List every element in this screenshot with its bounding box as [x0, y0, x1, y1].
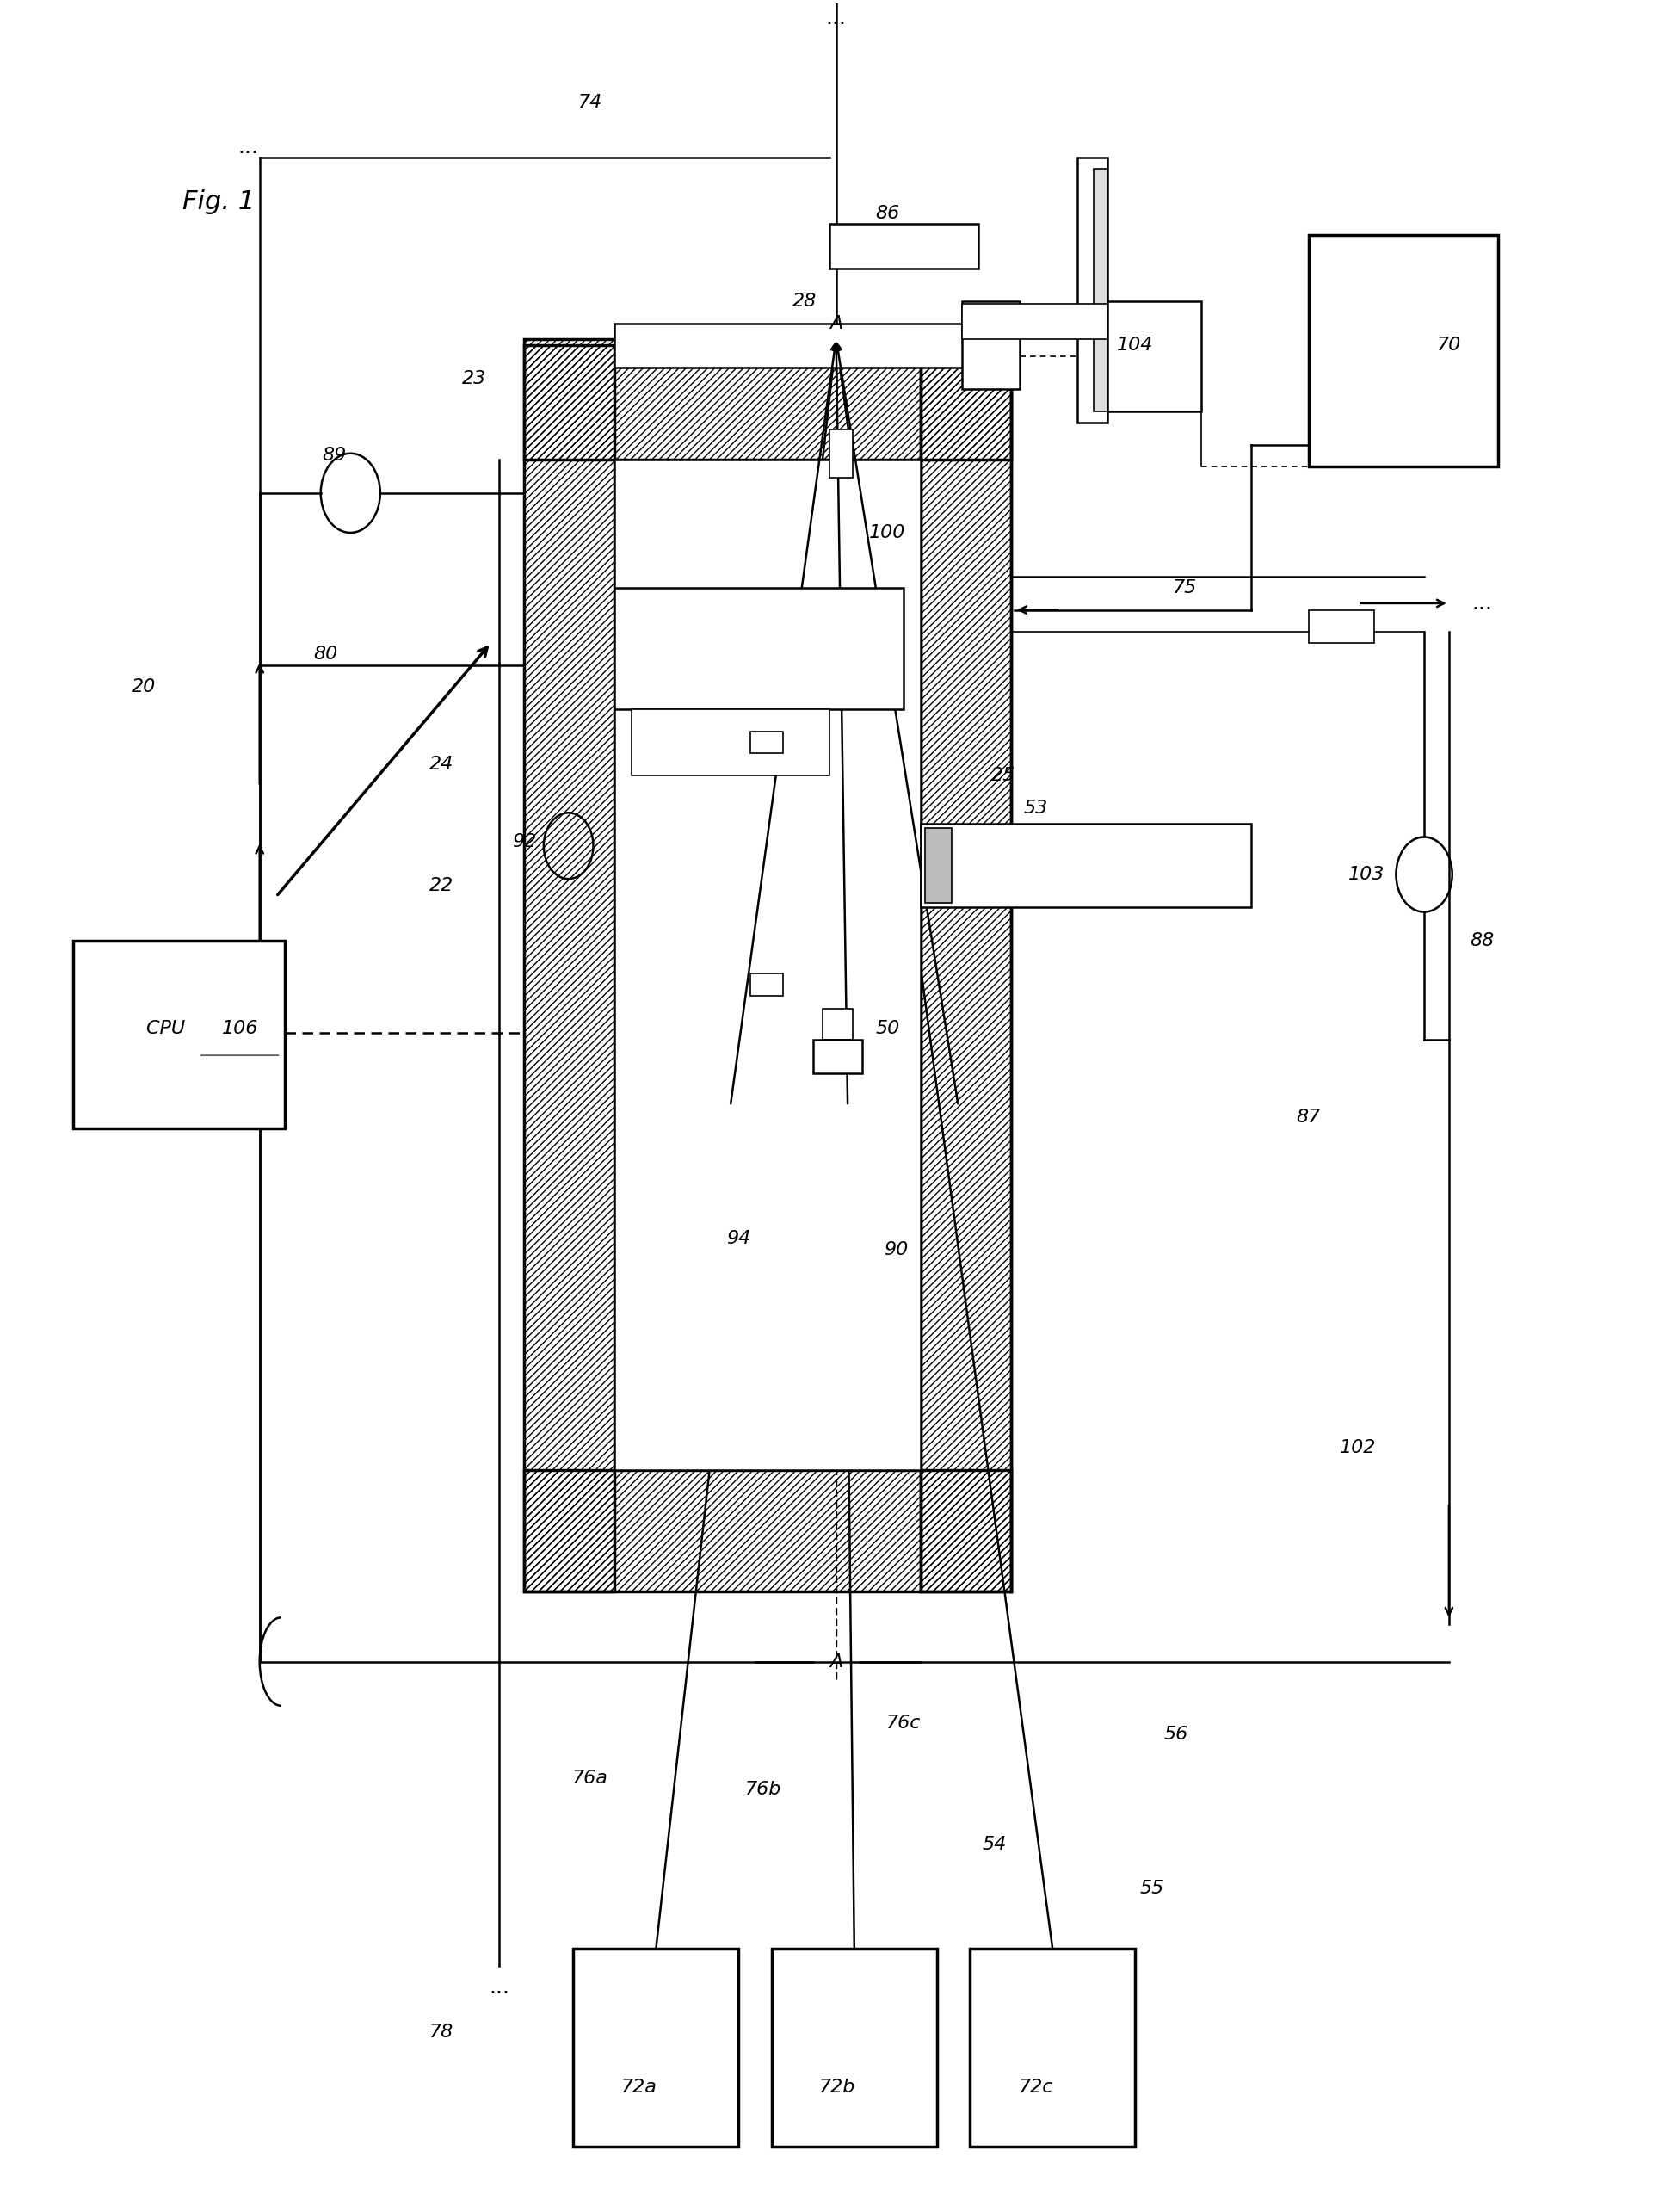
Bar [524, 1469, 1012, 1590]
Text: 75: 75 [1173, 580, 1196, 597]
Bar [1093, 168, 1107, 411]
Text: 100: 100 [869, 524, 906, 542]
Bar [830, 429, 853, 478]
Bar [962, 303, 1107, 338]
Text: ...: ... [237, 137, 259, 157]
Text: 92: 92 [511, 832, 536, 849]
Bar [524, 345, 615, 1590]
Text: 52: 52 [1156, 887, 1180, 905]
Bar [750, 973, 783, 995]
Bar [1309, 234, 1498, 467]
Text: 80: 80 [314, 646, 338, 664]
Bar [771, 1949, 937, 2146]
Text: 55: 55 [1140, 1880, 1163, 1898]
Text: 72c: 72c [1019, 2079, 1053, 2095]
Text: 28: 28 [793, 292, 816, 310]
Text: 72a: 72a [622, 2079, 657, 2095]
Text: 25: 25 [990, 768, 1015, 783]
Text: A: A [830, 314, 843, 332]
Text: 90: 90 [884, 1241, 907, 1259]
Text: ...: ... [1472, 593, 1493, 613]
Text: 23: 23 [463, 369, 486, 387]
Bar [615, 323, 1004, 367]
Text: ...: ... [826, 9, 846, 29]
Bar [574, 1949, 738, 2146]
Text: 106: 106 [222, 1020, 259, 1037]
Text: 48: 48 [644, 679, 669, 697]
Bar [962, 301, 1020, 389]
Text: 78: 78 [430, 2024, 453, 2042]
Bar [921, 345, 1012, 1590]
Text: 26: 26 [627, 624, 652, 641]
Text: A: A [830, 1652, 843, 1670]
Text: 76c: 76c [886, 1714, 921, 1732]
Bar [921, 823, 1251, 907]
Text: 24: 24 [430, 757, 453, 772]
Bar [813, 1040, 863, 1073]
Bar [823, 1009, 853, 1040]
Bar [750, 732, 783, 754]
Text: 76b: 76b [745, 1781, 781, 1798]
Text: ...: ... [489, 1978, 509, 1997]
Bar [73, 940, 284, 1128]
Text: 102: 102 [1340, 1440, 1377, 1455]
Bar [1077, 157, 1107, 422]
Bar [830, 223, 979, 268]
Bar [632, 710, 830, 774]
Bar [1085, 301, 1201, 411]
Text: Fig. 1: Fig. 1 [182, 190, 254, 215]
Text: 88: 88 [1470, 931, 1495, 949]
Bar [926, 827, 952, 902]
Bar [615, 460, 921, 1469]
Text: 74: 74 [577, 95, 602, 111]
Text: 104: 104 [1117, 336, 1153, 354]
Text: 54: 54 [982, 1836, 1007, 1854]
Text: 22: 22 [430, 876, 453, 894]
Bar [971, 1949, 1135, 2146]
Bar [524, 338, 1012, 460]
Bar [1309, 611, 1375, 644]
Text: 86: 86 [876, 204, 899, 221]
Text: 56: 56 [1165, 1725, 1188, 1743]
Text: 70: 70 [1437, 336, 1462, 354]
Bar [615, 588, 904, 710]
Text: CPU: CPU [146, 1020, 191, 1037]
Text: 87: 87 [1296, 1108, 1321, 1126]
Text: 94: 94 [727, 1230, 752, 1248]
Text: 89: 89 [322, 447, 347, 465]
Text: 50: 50 [876, 1020, 899, 1037]
Text: 53: 53 [1024, 801, 1048, 816]
Text: 72b: 72b [820, 2079, 856, 2095]
Text: 76a: 76a [572, 1770, 607, 1787]
Text: 20: 20 [131, 679, 156, 697]
Text: 103: 103 [1349, 865, 1385, 883]
